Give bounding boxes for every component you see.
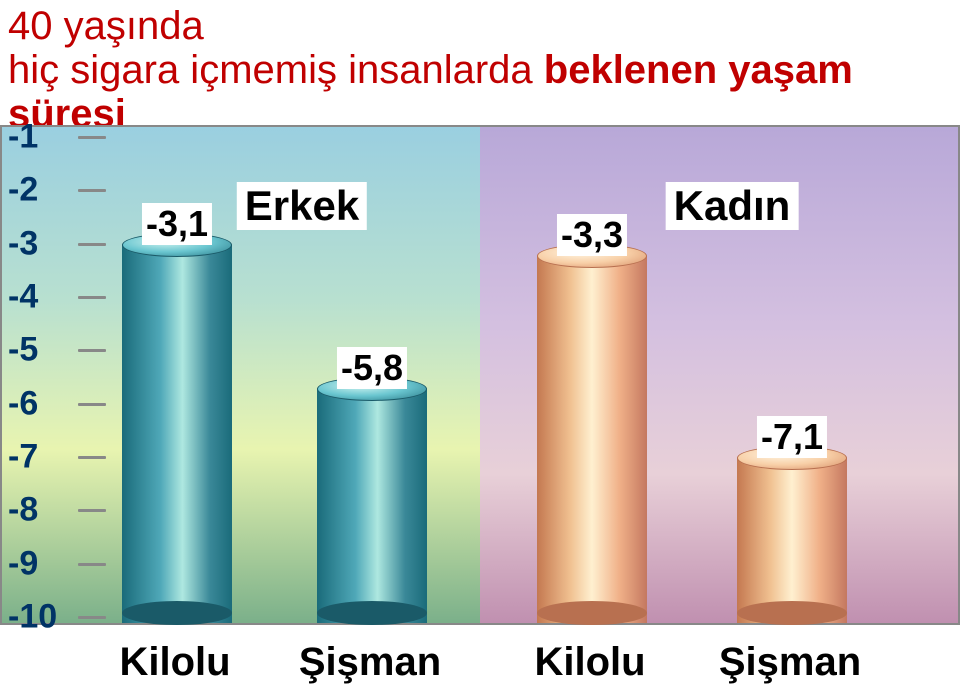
y-gridline — [78, 456, 106, 459]
y-tick-label: -3 — [8, 224, 73, 263]
title-line-2: hiç sigara içmemiş insanlarda beklenen y… — [8, 48, 952, 136]
y-gridline — [78, 243, 106, 246]
bar-cylinder — [737, 458, 847, 623]
bar-cylinder — [122, 245, 232, 623]
y-gridline — [78, 616, 106, 619]
y-tick-label: -8 — [8, 491, 73, 530]
bar-value-label: -7,1 — [757, 416, 827, 458]
chart-title: 40 yaşında hiç sigara içmemiş insanlarda… — [0, 0, 960, 140]
bar-cylinder — [317, 389, 427, 623]
bar-cylinder — [537, 256, 647, 623]
y-gridline — [78, 509, 106, 512]
y-tick-label: -6 — [8, 384, 73, 423]
y-gridline — [78, 563, 106, 566]
y-tick-label: -9 — [8, 544, 73, 583]
y-tick-label: -1 — [8, 118, 73, 157]
bar-value-label: -3,3 — [557, 214, 627, 256]
y-gridline — [78, 349, 106, 352]
chart-plot-area: -1-2-3-4-5-6-7-8-9-10 -3,1-5,8-3,3-7,1 E… — [0, 125, 960, 625]
group-label-female: Kadın — [666, 182, 799, 230]
x-axis-labels: Kilolu Şişman Kilolu Şişman — [0, 632, 960, 692]
y-tick-label: -2 — [8, 171, 73, 210]
y-gridline — [78, 403, 106, 406]
x-category-label: Şişman — [299, 640, 441, 685]
bar-value-label: -3,1 — [142, 203, 212, 245]
title-line-1: 40 yaşında — [8, 4, 952, 48]
x-category-label: Şişman — [719, 640, 861, 685]
x-category-label: Kilolu — [534, 640, 645, 685]
y-tick-label: -7 — [8, 438, 73, 477]
y-tick-label: -4 — [8, 278, 73, 317]
y-gridline — [78, 136, 106, 139]
y-axis: -1-2-3-4-5-6-7-8-9-10 — [2, 127, 82, 623]
y-tick-label: -10 — [8, 598, 73, 637]
group-label-male: Erkek — [237, 182, 367, 230]
y-gridline — [78, 296, 106, 299]
y-tick-label: -5 — [8, 331, 73, 370]
y-gridline — [78, 189, 106, 192]
bar-value-label: -5,8 — [337, 347, 407, 389]
x-category-label: Kilolu — [119, 640, 230, 685]
bars-container: -3,1 -5,8 -3,3 -7,1 — [2, 127, 958, 623]
